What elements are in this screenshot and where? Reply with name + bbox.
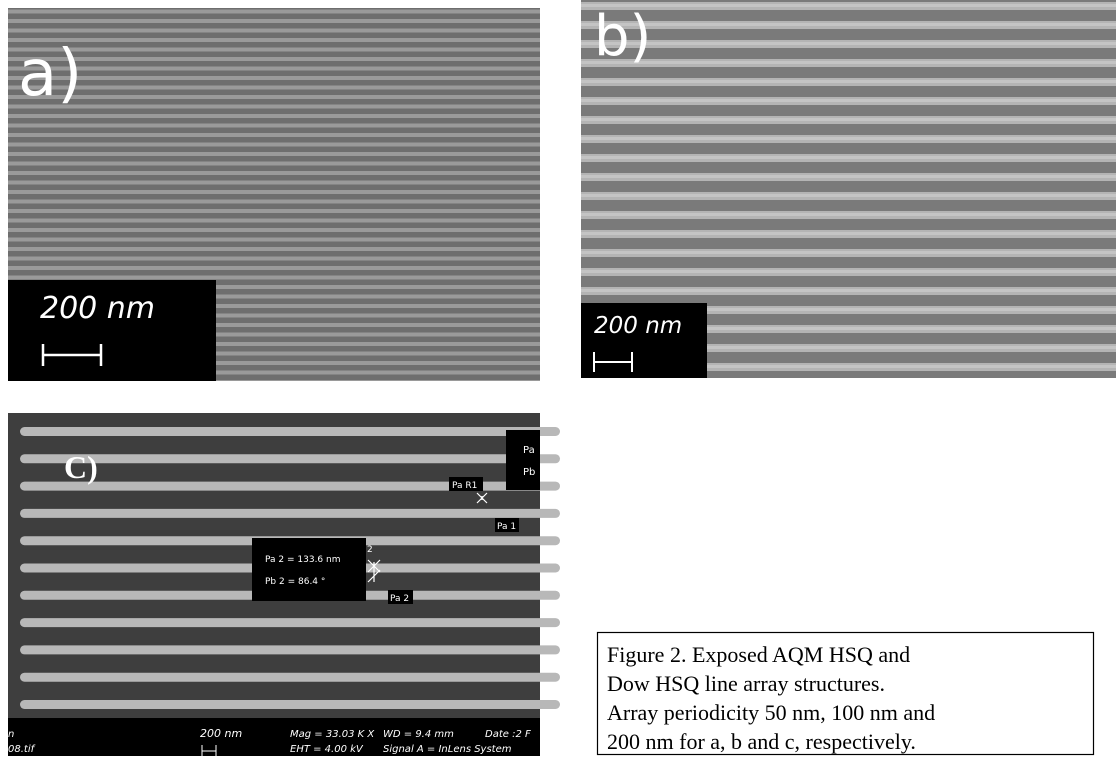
annotation: Pb [523, 467, 535, 478]
annotation: Pa 1 [497, 522, 516, 532]
caption-line: 200 nm for a, b and c, respectively. [607, 729, 916, 754]
info-text: Mag = 33.03 K X [290, 729, 375, 740]
annotation: Pa 2 = 133.6 nm [265, 555, 341, 565]
line-feature [20, 508, 560, 518]
scale-bar [41, 344, 103, 366]
annotation: Pa R1 [452, 481, 477, 491]
info-text: 08.tif [8, 744, 36, 755]
annotation: Pb 2 = 86.4 ° [265, 577, 325, 587]
scale-bar [201, 745, 217, 757]
line-feature [20, 618, 560, 628]
scale-label: 200 nm [200, 727, 242, 740]
annotation-box [495, 518, 519, 532]
info-text: WD = 9.4 mm [383, 729, 454, 740]
caption-line: Dow HSQ line array structures. [607, 671, 885, 696]
annotation-box [449, 477, 483, 491]
annotation-box [388, 590, 413, 604]
line-feature [20, 700, 560, 709]
scale-label: 200 nm [594, 313, 682, 339]
annotation: Pa [523, 445, 535, 456]
info-text: Signal A = InLens System [383, 744, 512, 755]
info-text: n [8, 729, 14, 740]
annotation: Pa 2 [390, 594, 409, 604]
scale-box [581, 303, 707, 378]
annotation: 2 [367, 545, 373, 555]
line-feature [20, 645, 560, 655]
info-text: EHT = 4.00 kV [290, 744, 364, 755]
line-feature [20, 672, 560, 682]
caption-line: Array periodicity 50 nm, 100 nm and [607, 700, 935, 725]
panel-label: C) [64, 449, 98, 485]
annotation-box [506, 430, 540, 490]
info-bar [8, 718, 540, 756]
line-feature [20, 481, 560, 491]
panel-label: a) [18, 37, 82, 111]
caption-line: Figure 2. Exposed AQM HSQ and [607, 642, 910, 667]
caption-box [596, 631, 1095, 756]
line-array [20, 427, 560, 709]
line-feature [20, 454, 560, 464]
annotation-box [252, 538, 366, 601]
scale-label: 200 nm [40, 291, 155, 326]
info-text: Date :2 F [485, 729, 531, 740]
scale-bar [593, 352, 633, 372]
marker [476, 492, 488, 504]
panel-label: b) [594, 4, 651, 69]
line-feature [20, 427, 560, 436]
marker [367, 559, 381, 583]
